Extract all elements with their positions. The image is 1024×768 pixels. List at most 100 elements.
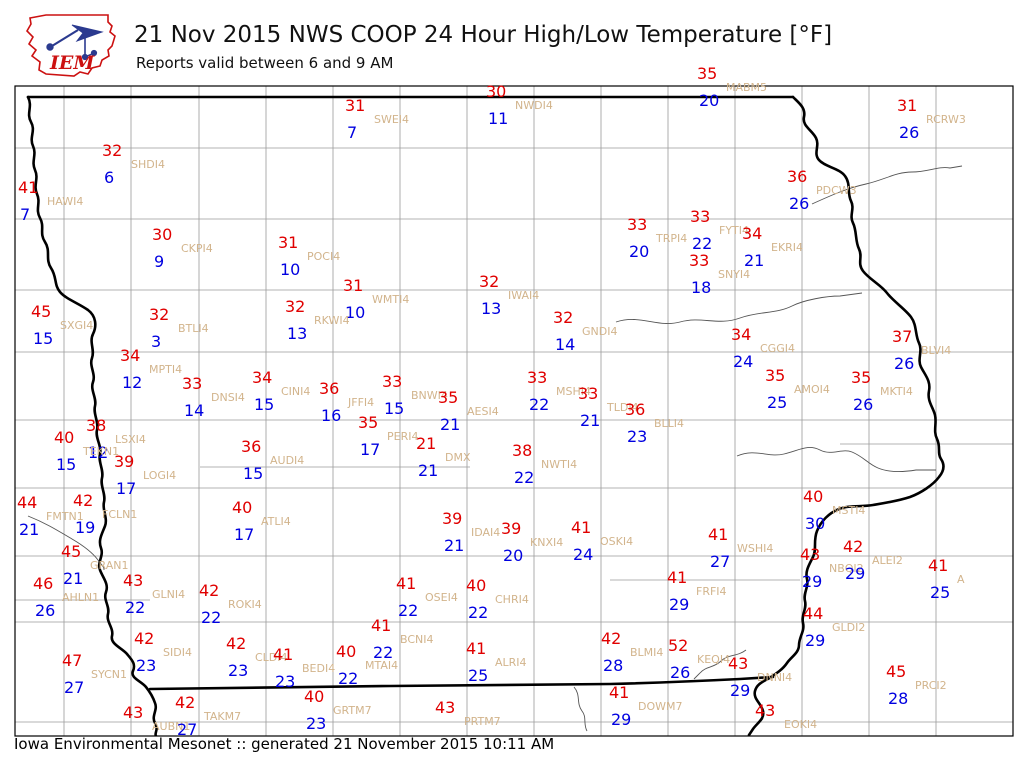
station-id: FMTN1 [46,510,84,523]
high-temp: 32 [102,141,123,160]
station-id: MSHI4 [556,385,591,398]
rivers [27,165,963,732]
station-id: SHDI4 [131,158,165,171]
state-border [26,95,945,736]
low-temp: 25 [930,583,951,602]
high-temp: 31 [345,96,366,115]
high-temp: 42 [601,629,622,648]
high-temp: 40 [336,642,357,661]
high-temp: 35 [358,413,379,432]
low-temp: 22 [125,598,146,617]
skunk-river-mouth [693,649,747,680]
low-temp: 29 [802,572,823,591]
station-id: DNSI4 [211,391,245,404]
station-id: SWEI4 [374,113,410,126]
low-temp: 20 [629,242,650,261]
high-temp: 45 [31,302,52,321]
high-temp: 44 [17,493,38,512]
low-temp: 22 [529,395,550,414]
high-temp: 43 [728,654,749,673]
station-id: KNXI4 [530,536,564,549]
station-id: BCNI4 [400,633,434,646]
station-id: LOGI4 [143,469,177,482]
high-temp: 41 [708,525,729,544]
low-temp: 26 [899,123,920,142]
station-id: NBQI2 [829,562,864,575]
high-temp: 33 [627,215,648,234]
low-temp: 7 [20,205,31,224]
station-id: EOKI4 [784,718,818,731]
low-temp: 27 [64,678,85,697]
low-temp: 29 [611,710,632,729]
high-temp: 32 [285,297,306,316]
high-temp: 40 [803,487,824,506]
high-temp: 36 [787,167,808,186]
low-temp: 13 [287,324,308,343]
des-moines-river-lower [573,686,588,732]
high-temp: 40 [304,687,325,706]
low-temp: 22 [468,603,489,622]
high-temp: 34 [252,368,273,387]
station-id: RCRW3 [926,113,966,126]
low-temp: 24 [573,545,594,564]
low-temp: 12 [122,373,143,392]
station-id: MABM5 [726,81,768,94]
low-temp: 27 [710,552,731,571]
high-temp: 42 [199,581,220,600]
high-temp: 33 [690,207,711,226]
low-temp: 29 [805,631,826,650]
station-id: GLNI4 [152,588,186,601]
iowa-river [736,447,936,473]
station-id: BLLI4 [654,417,685,430]
station-id: BNWI4 [411,389,448,402]
high-temp: 38 [86,416,107,435]
high-temp: 34 [120,346,141,365]
high-temp: 35 [438,388,459,407]
low-temp: 12 [88,443,109,462]
high-temp: 41 [273,645,294,664]
station-id: A [957,573,965,586]
low-temp: 25 [767,393,788,412]
high-temp: 21 [416,434,437,453]
low-temp: 18 [691,278,712,297]
high-temp: 41 [371,616,392,635]
upper-iowa-river [615,292,863,324]
iem-logo: IEM [26,14,116,77]
station-id: FYTI4 [719,224,750,237]
page-title: 21 Nov 2015 NWS COOP 24 Hour High/Low Te… [134,22,833,48]
low-temp: 7 [347,123,358,142]
high-temp: 45 [61,542,82,561]
station-id: TEKN1 [83,445,120,458]
high-temp: 45 [886,662,907,681]
low-temp: 20 [503,546,524,565]
missouri-river-west-border [26,95,158,736]
station-id: TLDI4 [607,401,639,414]
station-id: ATLI4 [261,515,291,528]
low-temp: 23 [275,672,296,691]
high-temp: 37 [892,327,913,346]
station-id: PDCW3 [816,184,857,197]
station-id: DMX [445,451,471,464]
low-temp: 14 [184,401,205,420]
low-temp: 30 [805,514,826,533]
high-temp: 43 [123,571,144,590]
low-temp: 22 [514,468,535,487]
station-id: AESI4 [467,405,499,418]
low-temp: 19 [75,518,96,537]
station-id: JFFI4 [348,396,375,409]
station-id: GRAN1 [90,559,129,572]
station-id: EKRI4 [771,241,804,254]
station-id: SYCN1 [91,668,128,681]
high-temp: 42 [175,693,196,712]
low-temp: 29 [669,595,690,614]
low-temp: 29 [730,681,751,700]
station-id: CHRI4 [495,593,529,606]
station-id: MTAI4 [365,659,399,672]
station-id: AHLN1 [62,591,100,604]
high-temp: 43 [123,703,144,722]
low-temp: 22 [201,608,222,627]
high-temp: 40 [466,576,487,595]
station-id: ROKI4 [228,598,262,611]
